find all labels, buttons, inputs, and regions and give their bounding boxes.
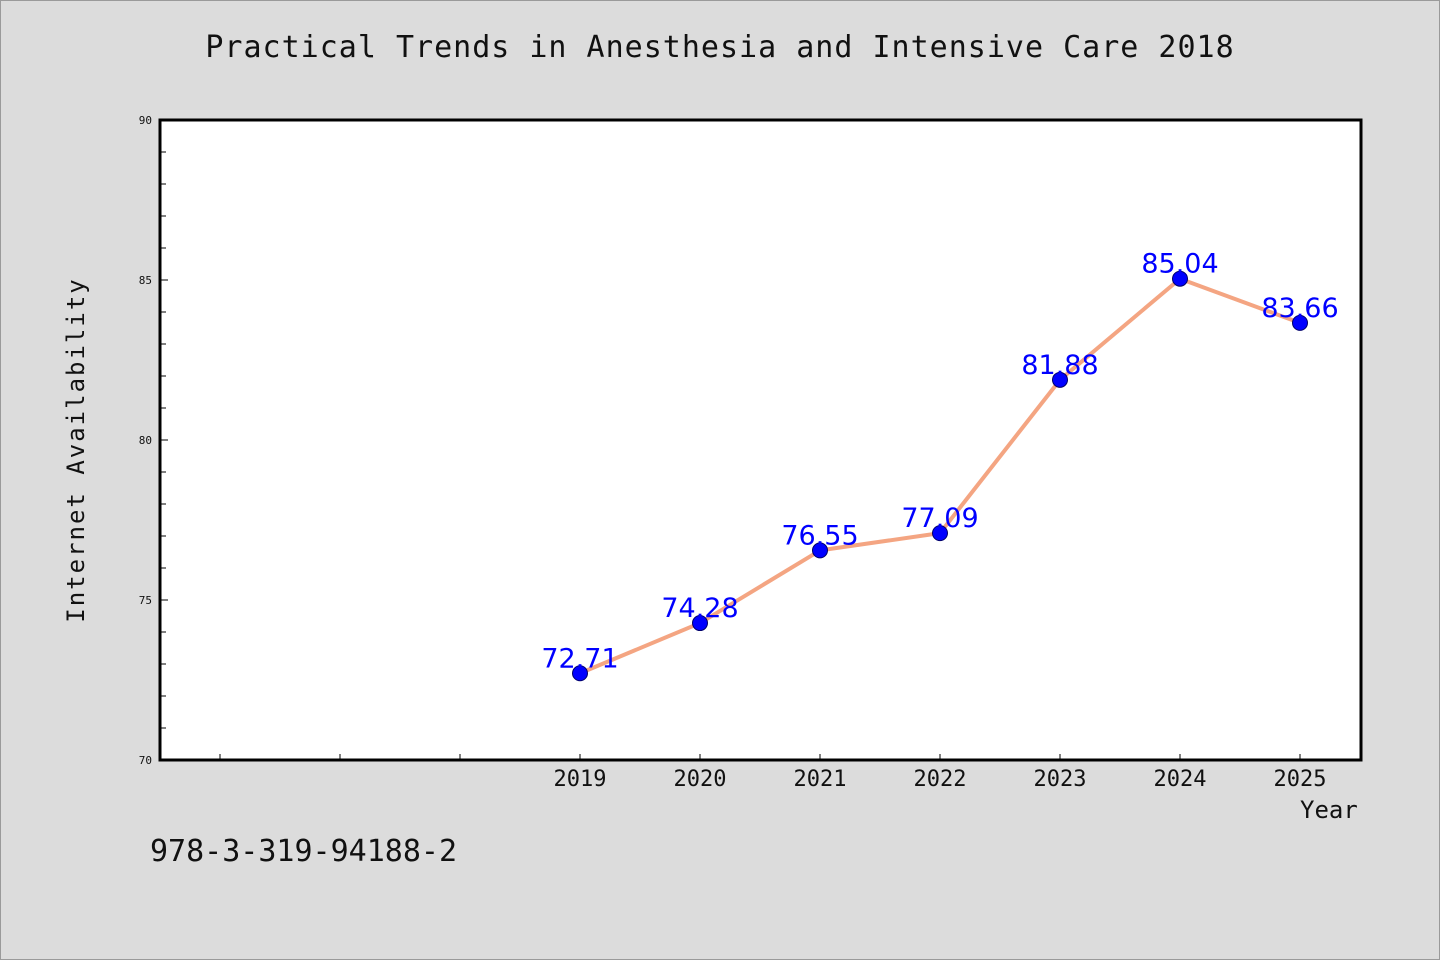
data-label: 77.09 [901,503,978,534]
data-point [1172,270,1188,287]
data-labels: 72.71 74.28 76.55 77.09 81.88 85.04 83.66 [541,249,1338,675]
data-label: 81.88 [1021,350,1098,381]
y-tick-label: 85 [139,274,152,287]
y-tick-label: 70 [139,754,152,767]
data-point [1292,314,1308,331]
plot-area [158,118,1363,762]
y-axis: 70 75 80 85 90 [139,114,168,767]
x-tick-label: 2020 [674,767,727,792]
series-line [572,270,1308,682]
x-tick-label: 2021 [794,767,847,792]
x-axis: 2019 2020 2021 2022 2023 2024 2025 [219,754,1327,792]
x-axis-label: Year [1300,796,1358,824]
data-label: 74.28 [661,593,738,624]
x-tick-label: 2022 [914,767,967,792]
x-tick-label: 2025 [1274,767,1327,792]
data-label: 85.04 [1141,249,1218,280]
chart-title: Practical Trends in Anesthesia and Inten… [205,30,1235,65]
data-label: 83.66 [1261,293,1338,324]
y-tick-label: 80 [139,434,152,447]
data-point [692,615,708,632]
x-tick-label: 2024 [1154,767,1207,792]
x-tick-label: 2019 [554,767,607,792]
data-point [932,525,948,542]
y-tick-label: 75 [139,594,152,607]
isbn-footnote: 978-3-319-94188-2 [150,834,458,869]
x-tick-label: 2023 [1034,767,1087,792]
data-label: 76.55 [781,520,858,551]
y-tick-label: 90 [139,114,152,127]
data-point [812,542,828,559]
data-point [1052,371,1068,388]
data-point [572,665,588,682]
data-label: 72.71 [541,643,618,674]
